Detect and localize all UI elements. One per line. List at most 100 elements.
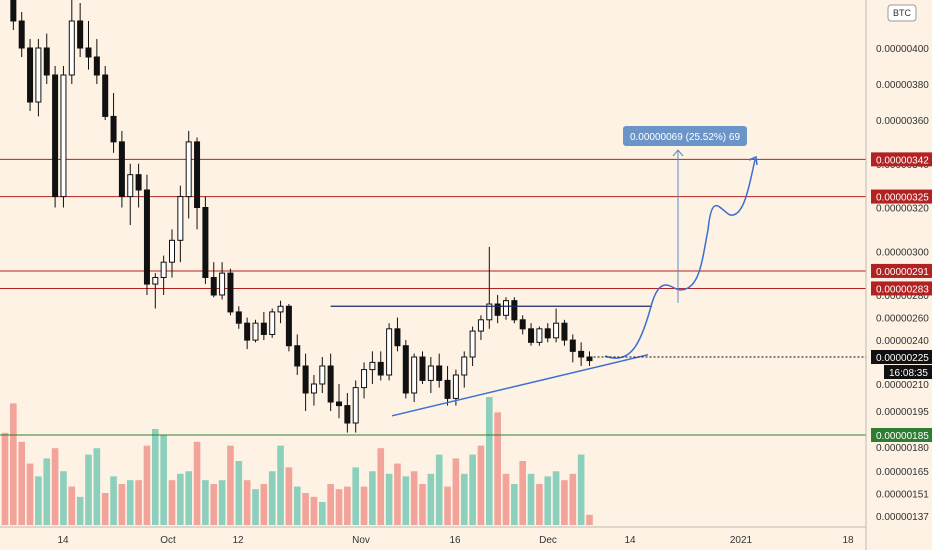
countdown-label: 16:08:35 [889,368,928,379]
current-price-box [871,350,932,364]
measure-arrowhead [672,149,684,157]
candle-body[interactable] [269,311,276,335]
candle-body[interactable] [110,115,117,143]
candle-body[interactable] [336,401,342,407]
candle-body[interactable] [127,174,134,198]
candle-body[interactable] [511,300,518,321]
candle-body[interactable] [469,330,476,358]
candle-body[interactable] [444,379,451,399]
candle-body[interactable] [427,365,434,381]
candle-body[interactable] [578,350,585,358]
volume-bar [519,461,526,525]
candle-body[interactable] [394,328,401,347]
candle-body[interactable] [377,361,384,376]
currency-badge[interactable]: BTC [887,4,917,22]
candle-body[interactable] [569,339,576,352]
candle-body[interactable] [402,345,409,394]
volume-bar [126,480,134,525]
candle-body[interactable] [135,174,142,191]
candle-body[interactable] [352,387,359,424]
candle-body[interactable] [528,328,535,343]
candle-body[interactable] [461,356,468,376]
candle-body[interactable] [369,361,376,371]
candle-body[interactable] [327,365,334,403]
measure-label-box [623,126,747,146]
candle-body[interactable] [361,369,368,389]
candle-body[interactable] [519,319,526,330]
volume-bar [118,484,126,525]
candle-body[interactable] [27,47,34,103]
candle-body[interactable] [210,277,217,296]
time-tick-label: Dec [539,535,557,546]
candle-body[interactable] [152,277,159,285]
candle-body[interactable] [52,74,59,198]
candle-body[interactable] [244,322,251,341]
candle-body[interactable] [235,311,242,324]
candle-body[interactable] [68,20,75,76]
volume-bar [444,486,451,525]
volume-bar [502,473,510,525]
candle-body[interactable] [227,272,234,313]
candle-body[interactable] [252,322,259,341]
candle-body[interactable] [319,365,326,385]
candle-body[interactable] [285,305,292,347]
candle-body[interactable] [60,74,67,198]
projection-path [604,159,756,359]
candle-body[interactable] [202,207,209,278]
candle-body[interactable] [344,405,351,424]
candle-body[interactable] [194,141,201,208]
candle-body[interactable] [18,20,25,49]
candle-body[interactable] [561,322,568,341]
volume-bar [252,489,259,525]
candle-body[interactable] [277,305,284,313]
candle-body[interactable] [118,141,125,198]
candle-body[interactable] [169,239,175,263]
candle-body[interactable] [544,328,551,339]
time-tick-label: 12 [232,535,244,546]
candle-body[interactable] [310,383,317,394]
time-axis[interactable]: 14 Oct 12 Nov 16 Dec 14 2021 18 [57,535,854,546]
candle-body[interactable] [294,345,301,367]
volume-bar [10,403,17,525]
candle-body[interactable] [85,47,92,58]
candle-body[interactable] [419,356,426,381]
candle-body[interactable] [260,322,267,335]
candle-body[interactable] [177,196,184,241]
candle-body[interactable] [452,374,459,399]
volume-bar [335,489,343,525]
candle-body[interactable] [102,74,109,117]
candle-body[interactable] [586,356,593,362]
candle-body[interactable] [143,189,150,285]
candle-body[interactable] [43,47,50,76]
candle-body[interactable] [185,141,192,198]
volume-bar [302,493,309,525]
candle-body[interactable] [477,319,484,332]
candle-body[interactable] [160,261,167,278]
price-tick-label: 0.00000165 [876,467,929,478]
candle-body[interactable] [411,356,418,394]
candle-body[interactable] [93,56,100,76]
price-tick-label: 0.00000137 [876,512,929,523]
candle-body[interactable] [503,300,509,316]
volume-bar [235,461,243,525]
time-tick-label: Nov [352,535,370,546]
candle-body[interactable] [386,328,393,376]
candle-body[interactable] [486,303,493,321]
candle-body[interactable] [219,272,226,296]
candle-body[interactable] [77,20,84,49]
candle-body[interactable] [10,0,17,22]
candle-body[interactable] [436,365,443,381]
candle-layer[interactable] [3,0,593,433]
price-level-label: 0.00000342 [876,155,929,166]
volume-bar [243,480,251,525]
price-axis[interactable]: 0.000004000.000003800.000003600.00000340… [593,44,932,523]
candle-body[interactable] [494,303,501,316]
candle-body[interactable] [553,322,560,339]
volume-bar [360,486,368,525]
volume-bar [352,467,359,525]
candle-body[interactable] [302,365,309,394]
volume-bar [260,484,268,525]
candle-body[interactable] [536,328,543,343]
candle-body[interactable] [35,47,42,103]
